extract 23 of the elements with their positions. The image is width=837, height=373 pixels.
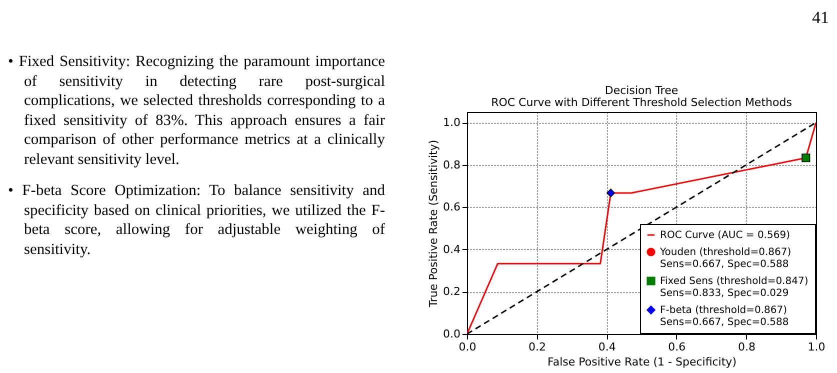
x-tick-label: 0.8: [738, 340, 756, 354]
legend-label: F-beta (threshold=0.867) Sens=0.667, Spec=0.588: [660, 305, 789, 328]
y-tick-label: 1.0: [443, 116, 460, 130]
y-tick-label: 0.0: [443, 328, 460, 340]
y-axis-title: True Positive Rate (Sensitivity): [427, 140, 440, 308]
legend-label: Youden (threshold=0.867) Sens=0.667, Spec=0.588: [659, 247, 792, 270]
text: • Fixed Sensitivity: Recognizing the paramount importance of sensitivity in detecting rare post-surgical complications, we selected thresholds corresponding to a fixed sensitivity of 83%. This approach ensures a fair comparison of other performance metrics at a clinically relevant sensitivity level.: [8, 52, 385, 169]
x-tick-label: 1.0: [808, 340, 826, 354]
y-tick-label: 0.8: [443, 158, 460, 172]
x-tick-label: 0.2: [528, 340, 546, 354]
y-tick-label: 0.6: [443, 200, 460, 214]
x-tick-label: 0.6: [668, 340, 686, 354]
legend-label: Fixed Sens (threshold=0.847) Sens=0.833, Spec=0.029: [660, 276, 808, 299]
x-axis-title: False Positive Rate (1 - Specificity): [548, 356, 736, 368]
legend-label: ROC Curve (AUC = 0.569): [660, 230, 790, 241]
chart-title: Decision Tree: [604, 84, 678, 97]
x-tick-label: 0.4: [598, 340, 616, 354]
text: 41: [812, 8, 829, 28]
y-tick-label: 0.4: [443, 242, 460, 256]
chart-subtitle: ROC Curve with Different Threshold Selection Methods: [491, 96, 792, 109]
y-tick-label: 0.2: [443, 285, 460, 298]
x-tick-label: 0.0: [458, 340, 476, 354]
text: • F-beta Score Optimization: To balance sensitivity and specificity based on clinical priorities, we utilized the F-beta score, allowing for adjustable weighting of sensitivity.: [8, 181, 385, 259]
